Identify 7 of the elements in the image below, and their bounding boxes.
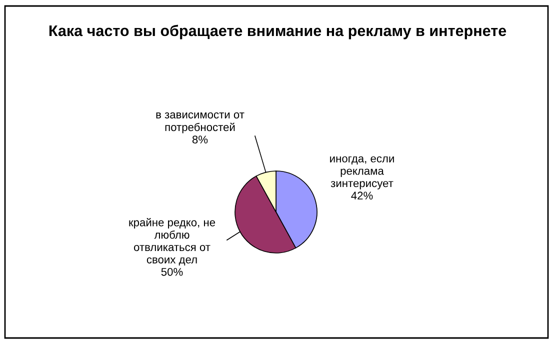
slice-label: иногда, если реклама зинтерисует [330,156,394,190]
data-label: 50% [161,268,183,276]
slice-label: в зависимости от потребностей [156,112,244,134]
data-label: 8% [192,136,208,144]
chart-title: Кака часто вы обращаете внимание на рекламу в интернете [49,24,506,40]
slice-label: крайне редко, не люблю отвликаться от своих дел [129,218,216,266]
data-label: 42% [351,192,373,200]
